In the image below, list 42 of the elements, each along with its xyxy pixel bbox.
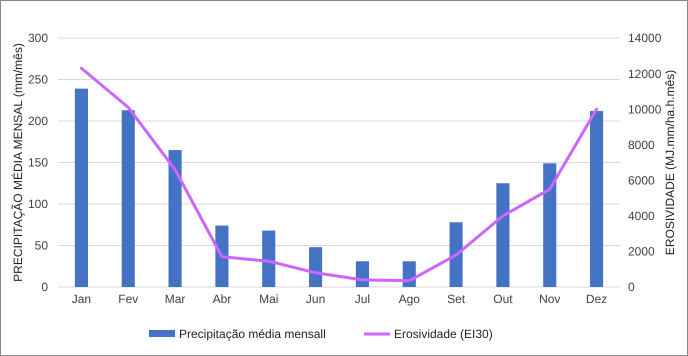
x-tick-label: Set: [447, 292, 466, 306]
y2-tick-label: 2000: [628, 244, 656, 259]
bar: [309, 247, 322, 287]
y2-tick-label: 4000: [628, 209, 656, 224]
x-tick-label: Ago: [398, 292, 420, 306]
x-tick-label: Mai: [259, 292, 278, 306]
y-tick-label: 100: [28, 197, 48, 212]
line-series: [80, 66, 598, 282]
y-tick-label: 300: [28, 31, 48, 46]
y-tick-label: 0: [41, 280, 48, 294]
y2-tick-label: 14000: [628, 31, 662, 46]
x-tick-label: Abr: [212, 292, 232, 306]
bar: [122, 110, 135, 287]
bar: [590, 111, 604, 287]
x-tick-label: Jun: [306, 292, 326, 306]
bar: [215, 226, 228, 287]
bar: [74, 88, 88, 287]
bar: [450, 222, 463, 287]
y2-tick-label: 10000: [628, 102, 662, 116]
x-tick-label: Mar: [164, 292, 186, 306]
bar: [168, 150, 182, 287]
y-tick-label: 50: [34, 238, 48, 253]
y-tick-label: 200: [28, 114, 48, 128]
y-tick-label: 250: [28, 72, 48, 87]
y-axis-title: PRECIPITAÇÃO MÉDIA MENSAL (mm/mês): [11, 43, 25, 282]
x-tick-label: Jul: [354, 292, 370, 306]
bar: [543, 163, 556, 287]
x-tick-label: Nov: [539, 292, 560, 306]
x-tick-label: Fev: [118, 292, 138, 306]
y2-tick-label: 12000: [628, 66, 662, 81]
x-tick-label: Out: [493, 292, 514, 306]
bar: [496, 183, 510, 287]
legend-label: Erosividade (EI30): [394, 327, 493, 342]
x-tick-label: Dez: [586, 292, 608, 306]
bar: [262, 230, 276, 287]
legend-label: Precipitação média mensall: [179, 327, 326, 342]
y2-tick-label: 8000: [628, 138, 656, 152]
y2-axis-title: EROSIVIDADE (MJ.mm/ha.h.mês): [663, 70, 677, 256]
y-tick-label: 150: [28, 156, 48, 170]
y2-tick-label: 0: [628, 280, 635, 294]
y2-tick-label: 6000: [628, 173, 656, 188]
x-tick-label: Jan: [72, 292, 92, 306]
